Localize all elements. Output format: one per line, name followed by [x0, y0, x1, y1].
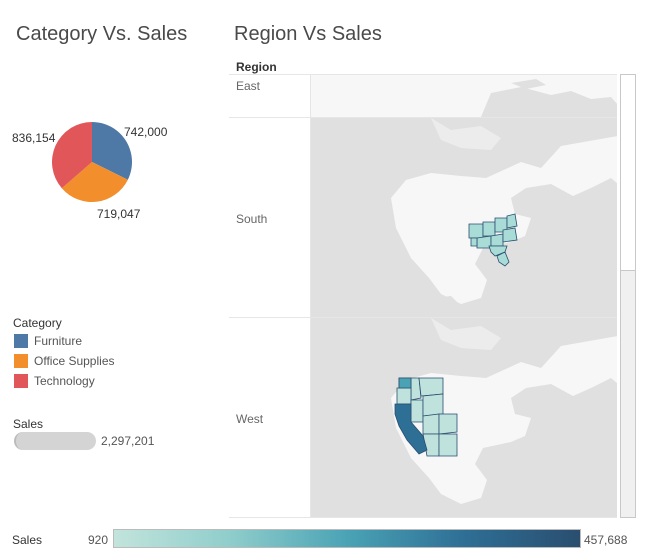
map-scrollbar[interactable] [620, 74, 636, 518]
furniture-swatch [14, 334, 28, 348]
color-legend-title: Sales [12, 533, 43, 547]
pie-label-office-supplies: 719,047 [97, 207, 141, 221]
legend-label: Technology [34, 374, 95, 388]
color-legend-gradient [113, 529, 581, 548]
region-label: South [236, 212, 268, 226]
color-legend-min: 920 [88, 533, 109, 547]
technology-swatch [14, 374, 28, 388]
region-label: West [236, 412, 264, 426]
pie-label-furniture: 742,000 [124, 125, 168, 139]
region-sales-title: Region Vs Sales [234, 23, 382, 45]
category-legend-title: Category [13, 316, 62, 330]
pie-slice-furniture[interactable] [92, 122, 132, 180]
east-map[interactable] [310, 75, 617, 117]
legend-item-furniture[interactable]: Furniture [14, 333, 82, 349]
scrollbar-thumb[interactable] [621, 75, 635, 271]
legend-label: Office Supplies [34, 354, 115, 368]
office-supplies-swatch [14, 354, 28, 368]
region-row-east[interactable]: East [229, 75, 617, 118]
color-legend-max: 457,688 [584, 533, 628, 547]
size-legend-title: Sales [13, 417, 44, 431]
category-sales-title: Category Vs. Sales [16, 23, 188, 45]
region-map-panel: East South [229, 74, 617, 518]
west-map[interactable] [310, 318, 617, 517]
size-legend-value: 2,297,201 [101, 434, 155, 448]
south-map[interactable] [310, 118, 617, 317]
category-pie-chart[interactable] [52, 122, 132, 202]
legend-item-office-supplies[interactable]: Office Supplies [14, 353, 115, 369]
size-legend-slider[interactable] [14, 432, 96, 450]
pie-slice-technology[interactable] [52, 122, 92, 189]
region-label: East [236, 79, 261, 93]
pie-slice-office-supplies[interactable] [61, 162, 128, 202]
region-column-header: Region [236, 60, 277, 74]
legend-item-technology[interactable]: Technology [14, 373, 95, 389]
region-row-south[interactable]: South [229, 118, 617, 318]
pie-label-technology: 836,154 [12, 131, 56, 145]
region-row-west[interactable]: West [229, 318, 617, 518]
legend-label: Furniture [34, 334, 83, 348]
